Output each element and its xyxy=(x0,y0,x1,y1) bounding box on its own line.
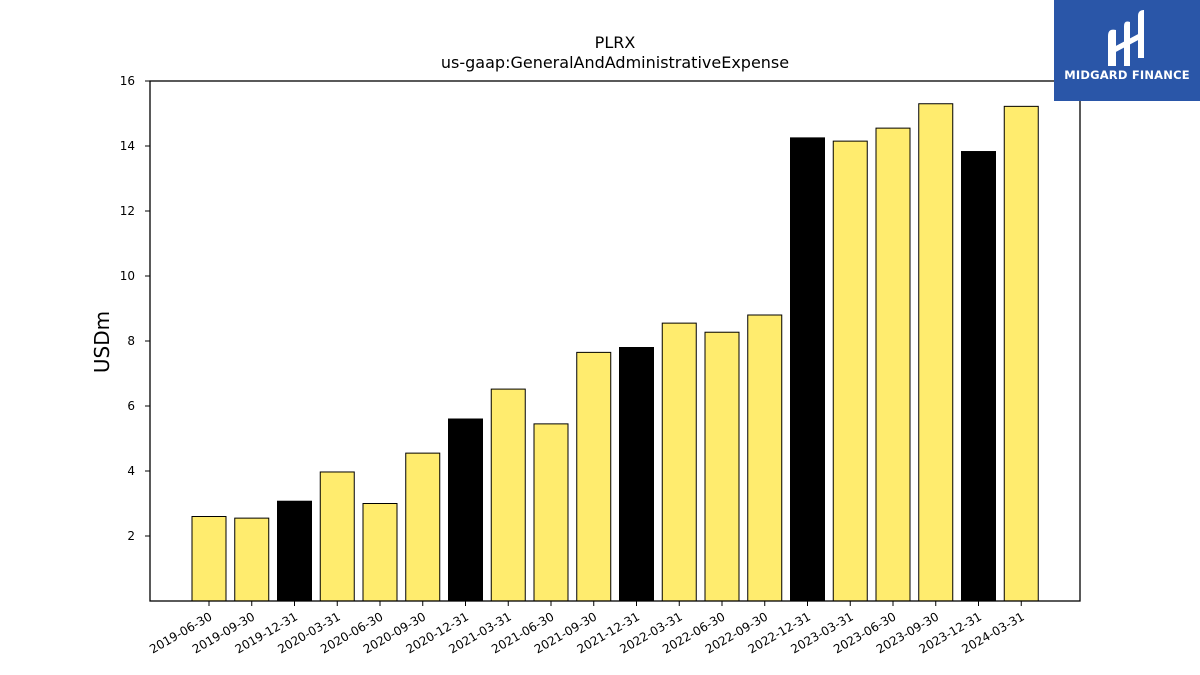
bar-2020-06-30 xyxy=(362,503,398,602)
bar-2022-09-30 xyxy=(747,314,783,602)
bar-2021-12-31 xyxy=(619,347,654,602)
midgard-finance-logo: MIDGARD FINANCE xyxy=(1054,0,1200,101)
bar-2019-09-30 xyxy=(234,517,270,602)
bar-2019-12-31 xyxy=(277,500,312,602)
bar-2020-03-31 xyxy=(319,471,355,602)
y-ticks-group: 2 4 6 8 10 12 14 16 xyxy=(120,74,150,543)
bar-2023-06-30 xyxy=(875,127,911,602)
bar-2021-03-31 xyxy=(490,388,526,602)
bar-2021-06-30 xyxy=(533,423,569,602)
y-tick-label: 6 xyxy=(127,399,135,413)
midgard-logo-icon xyxy=(1108,10,1144,67)
bar-2019-06-30 xyxy=(191,516,227,602)
x-ticks-group: 2019-06-302019-09-302019-12-312020-03-31… xyxy=(147,601,1027,656)
bar-2021-09-30 xyxy=(576,351,612,602)
bar-2023-03-31 xyxy=(832,140,868,602)
y-tick-label: 16 xyxy=(120,74,135,88)
y-axis-label: USDm xyxy=(90,311,114,373)
y-tick-label: 4 xyxy=(127,464,135,478)
plot-frame xyxy=(149,80,1081,602)
bar-2022-12-31 xyxy=(790,137,825,602)
y-tick-label: 2 xyxy=(127,529,135,543)
bar-2023-12-31 xyxy=(961,151,996,602)
chart-subtitle: us-gaap:GeneralAndAdministrativeExpense xyxy=(441,53,789,72)
bar-2024-03-31 xyxy=(1003,105,1039,602)
bar-2023-09-30 xyxy=(918,103,954,602)
bar-2022-06-30 xyxy=(704,331,740,602)
logo-text: MIDGARD FINANCE xyxy=(1064,68,1190,82)
bar-2022-03-31 xyxy=(661,322,697,602)
y-tick-label: 12 xyxy=(120,204,135,218)
chart-title: PLRX xyxy=(595,33,636,52)
bar-2020-09-30 xyxy=(405,452,441,602)
y-tick-label: 8 xyxy=(127,334,135,348)
bar-2020-12-31 xyxy=(448,418,483,602)
y-tick-label: 10 xyxy=(120,269,135,283)
bars-group xyxy=(191,103,1039,602)
y-tick-label: 14 xyxy=(120,139,135,153)
